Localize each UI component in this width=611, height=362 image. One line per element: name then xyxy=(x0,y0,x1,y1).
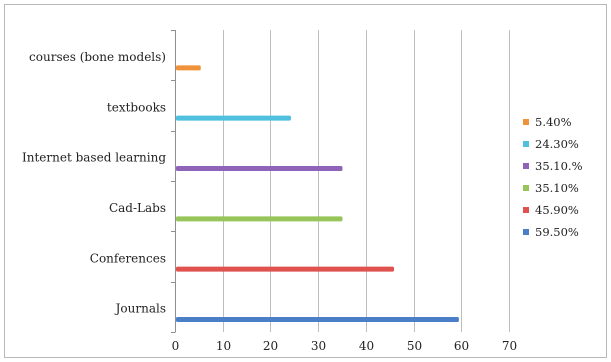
bar xyxy=(176,317,459,322)
x-tick-label: 40 xyxy=(359,339,374,353)
x-tick-label: 10 xyxy=(216,339,231,353)
bar xyxy=(176,115,291,121)
category-label: Conferences xyxy=(90,251,166,265)
category-label: courses (bone models) xyxy=(29,50,166,64)
chart-frame xyxy=(4,4,607,358)
bar xyxy=(176,65,201,71)
bars xyxy=(176,65,459,322)
legend: 5.40% 24.30% 35.10.% 35.10% 45.90% 59.50% xyxy=(523,115,583,239)
x-tick-label: 20 xyxy=(263,339,278,353)
legend-label: 24.30% xyxy=(535,137,579,151)
x-tick-label: 70 xyxy=(502,339,517,353)
legend-swatch xyxy=(523,229,529,235)
legend-label: 35.10.% xyxy=(535,159,583,173)
legend-swatch xyxy=(523,119,529,125)
legend-swatch xyxy=(523,207,529,213)
axes xyxy=(171,30,176,333)
x-tick-labels: 0 10 20 30 40 50 60 70 xyxy=(172,339,517,353)
legend-label: 5.40% xyxy=(535,115,572,129)
category-label: Internet based learning xyxy=(22,151,166,165)
bar xyxy=(176,216,343,222)
category-labels: courses (bone models) textbooks Internet b… xyxy=(22,50,166,316)
legend-swatch xyxy=(523,185,529,191)
bar xyxy=(176,266,395,272)
x-tick-label: 60 xyxy=(454,339,469,353)
legend-label: 59.50% xyxy=(535,225,579,239)
category-label: textbooks xyxy=(107,100,166,114)
x-tick-label: 0 xyxy=(172,339,180,353)
legend-label: 35.10% xyxy=(535,181,579,195)
gridlines xyxy=(223,30,510,332)
category-label: Journals xyxy=(114,302,166,316)
bar xyxy=(176,166,343,171)
x-tick-label: 30 xyxy=(311,339,326,353)
legend-label: 45.90% xyxy=(535,203,579,217)
category-label: Cad-Labs xyxy=(109,201,166,215)
legend-swatch xyxy=(523,141,529,147)
legend-swatch xyxy=(523,163,529,169)
x-tick-label: 50 xyxy=(407,339,422,353)
